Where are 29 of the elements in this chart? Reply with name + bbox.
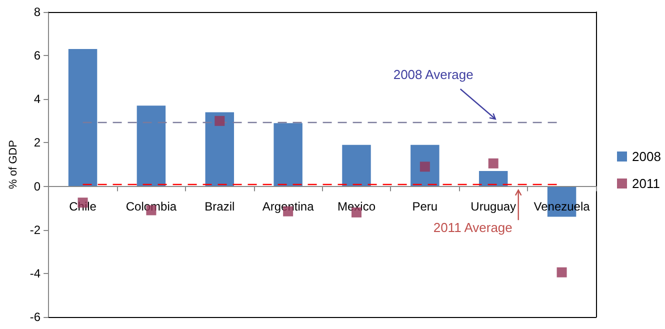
x-tick-label: Chile — [69, 199, 97, 214]
bar — [136, 106, 166, 186]
ref-line-label: 2008 Average — [393, 67, 474, 82]
x-tick-label: Peru — [412, 199, 438, 214]
x-tick-label: Colombia — [126, 199, 177, 214]
y-tick-label: 8 — [34, 5, 41, 19]
point — [214, 116, 225, 126]
y-tick-label: 2 — [34, 136, 41, 150]
x-tick-label: Uruguay — [470, 199, 516, 214]
bar — [478, 171, 508, 186]
y-axis-title: % of GDP — [8, 140, 20, 189]
y-tick-label: -2 — [30, 222, 41, 237]
point — [488, 158, 498, 168]
bar — [274, 123, 302, 186]
legend-label: 2011 — [632, 176, 660, 191]
x-tick-label: Argentina — [262, 199, 314, 214]
y-tick-label: 6 — [34, 48, 41, 63]
y-tick-label: 0 — [34, 179, 41, 194]
legend-label: 2008 — [632, 149, 661, 164]
x-tick-label: Brazil — [204, 199, 235, 214]
ref-line-label: 2011 Average — [433, 220, 512, 236]
point — [556, 267, 567, 278]
y-tick-label: -4 — [30, 266, 41, 280]
bar — [342, 144, 371, 186]
bar — [68, 49, 98, 186]
x-tick-label: Mexico — [337, 199, 376, 214]
bar — [205, 112, 234, 186]
y-tick-label: -6 — [30, 310, 41, 324]
y-tick-label: 4 — [34, 92, 41, 106]
